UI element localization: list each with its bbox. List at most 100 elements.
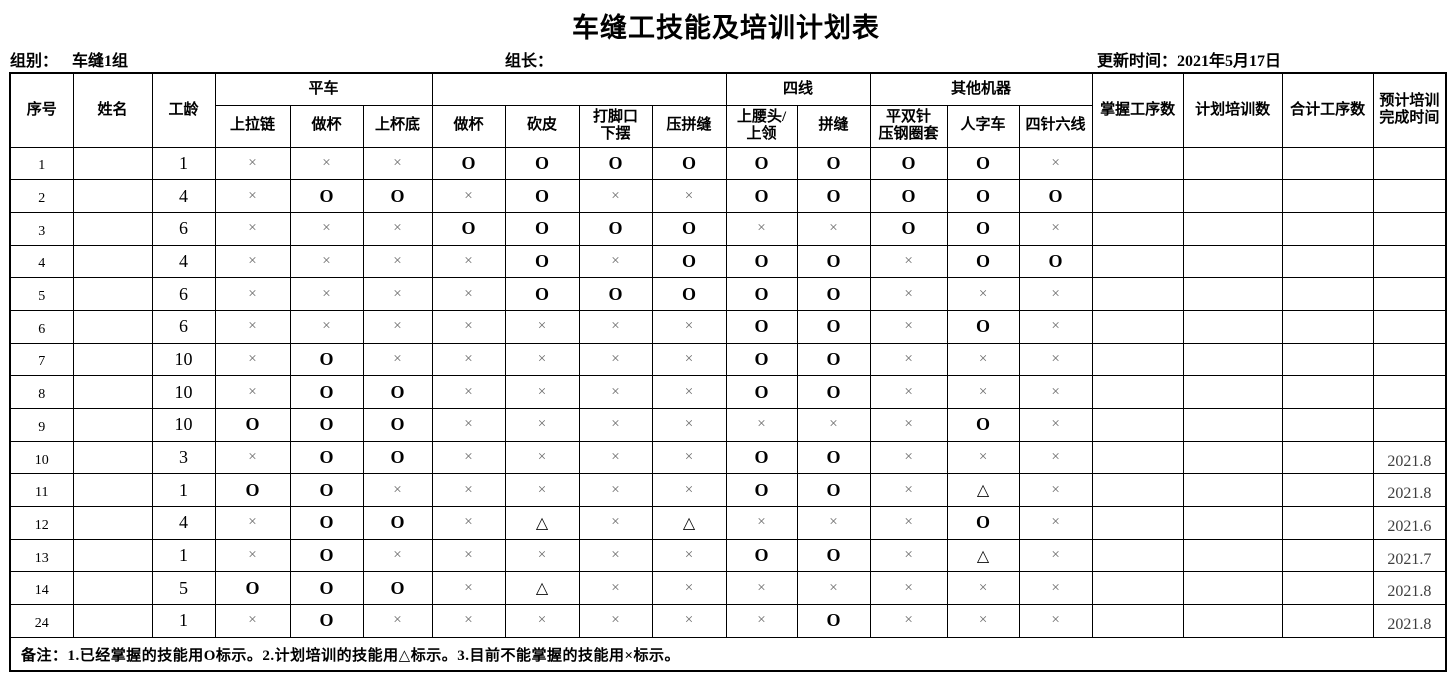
skill-cell: ×	[431, 277, 506, 311]
skill-cell: ×	[651, 179, 727, 213]
table-row: 3 6 × × × O O O O × × O O ×	[9, 211, 1447, 246]
seq-cell: 13	[9, 538, 74, 573]
skill-cell: ×	[796, 211, 871, 246]
skill-cell: O	[651, 277, 727, 311]
table-body: 1 1 × × × O O O O O O O O × 2 4 × O O × O × × O O O O O 3 6 × × × O O O O × × O…	[9, 146, 1447, 638]
skill-cell: ×	[796, 571, 871, 606]
name-cell	[72, 211, 153, 246]
skill-cell: O	[796, 375, 871, 409]
skill-cell: O	[725, 309, 798, 344]
col-skill-1: 做杯	[289, 104, 364, 148]
skill-cell: O	[796, 342, 871, 377]
finish-cell: 2021.6	[1372, 506, 1447, 540]
seq-cell: 7	[9, 342, 74, 377]
skill-cell: ×	[504, 604, 580, 638]
finish-cell: 2021.8	[1372, 440, 1447, 475]
table-row: 12 4 × O O × △ × △ × × × O × 2021.6	[9, 506, 1447, 540]
skill-cell: ×	[289, 277, 364, 311]
name-cell	[72, 309, 153, 344]
skill-cell: ×	[578, 179, 653, 213]
planned-cell	[1182, 604, 1283, 638]
total-cell	[1281, 408, 1374, 442]
skill-cell: ×	[362, 244, 433, 279]
skill-cell: O	[289, 408, 364, 442]
table-row: 6 6 × × × × × × × O O × O ×	[9, 309, 1447, 344]
seq-cell: 14	[9, 571, 74, 606]
seq-cell: 24	[9, 604, 74, 638]
total-cell	[1281, 506, 1374, 540]
skill-cell: ×	[214, 538, 291, 573]
name-cell	[72, 604, 153, 638]
skill-cell: ×	[578, 506, 653, 540]
col-skill-5: 打脚口 下摆	[578, 104, 653, 148]
skill-cell: ×	[362, 146, 433, 181]
col-planned-count: 计划培训数	[1182, 72, 1283, 148]
skill-cell: ×	[578, 408, 653, 442]
skill-cell: O	[725, 146, 798, 181]
skill-cell: O	[946, 244, 1020, 279]
years-cell: 3	[151, 440, 216, 475]
skill-cell: ×	[362, 342, 433, 377]
skill-cell: ×	[578, 440, 653, 475]
skill-cell: ×	[651, 309, 727, 344]
skill-cell: ×	[504, 342, 580, 377]
skill-cell: ×	[362, 309, 433, 344]
skill-cell: O	[796, 473, 871, 508]
skill-cell: O	[796, 244, 871, 279]
skill-cell: ×	[725, 506, 798, 540]
skill-cell: ×	[214, 375, 291, 409]
name-cell	[72, 408, 153, 442]
col-years: 工龄	[151, 72, 216, 148]
skill-cell: O	[289, 342, 364, 377]
skill-cell: ×	[1018, 440, 1093, 475]
name-cell	[72, 146, 153, 181]
skill-cell: ×	[946, 342, 1020, 377]
skill-cell: ×	[869, 571, 948, 606]
skill-cell: O	[362, 375, 433, 409]
skill-cell: ×	[362, 211, 433, 246]
skill-cell: ×	[1018, 309, 1093, 344]
planned-cell	[1182, 538, 1283, 573]
skill-cell: ×	[431, 375, 506, 409]
years-cell: 10	[151, 408, 216, 442]
skill-cell: O	[362, 408, 433, 442]
skill-cell: ×	[1018, 342, 1093, 377]
skill-cell: ×	[651, 342, 727, 377]
skill-cell: O	[504, 146, 580, 181]
seq-cell: 11	[9, 473, 74, 508]
skill-cell: O	[651, 146, 727, 181]
mastered-cell	[1091, 375, 1184, 409]
name-cell	[72, 277, 153, 311]
name-cell	[72, 473, 153, 508]
skill-cell: O	[796, 604, 871, 638]
skill-cell: ×	[946, 571, 1020, 606]
mastered-cell	[1091, 309, 1184, 344]
skill-cell: ×	[578, 604, 653, 638]
col-mastered-count: 掌握工序数	[1091, 72, 1184, 148]
skill-cell: O	[578, 146, 653, 181]
skill-cell: O	[504, 179, 580, 213]
planned-cell	[1182, 473, 1283, 508]
seq-cell: 4	[9, 244, 74, 279]
total-cell	[1281, 571, 1374, 606]
skill-cell: ×	[796, 506, 871, 540]
name-cell	[72, 179, 153, 213]
total-cell	[1281, 277, 1374, 311]
skill-cell: O	[725, 179, 798, 213]
mastered-cell	[1091, 506, 1184, 540]
skill-cell: ×	[289, 309, 364, 344]
skill-cell: ×	[1018, 506, 1093, 540]
total-cell	[1281, 538, 1374, 573]
seq-cell: 9	[9, 408, 74, 442]
skill-cell: ×	[431, 244, 506, 279]
skill-cell: ×	[289, 244, 364, 279]
skill-cell: O	[289, 179, 364, 213]
col-finish-time: 预计培训 完成时间	[1372, 72, 1447, 148]
skill-cell: O	[289, 506, 364, 540]
skill-cell: ×	[869, 244, 948, 279]
skill-cell: ×	[869, 408, 948, 442]
years-cell: 5	[151, 571, 216, 606]
skill-cell: ×	[946, 375, 1020, 409]
planned-cell	[1182, 408, 1283, 442]
skill-cell: ×	[214, 604, 291, 638]
